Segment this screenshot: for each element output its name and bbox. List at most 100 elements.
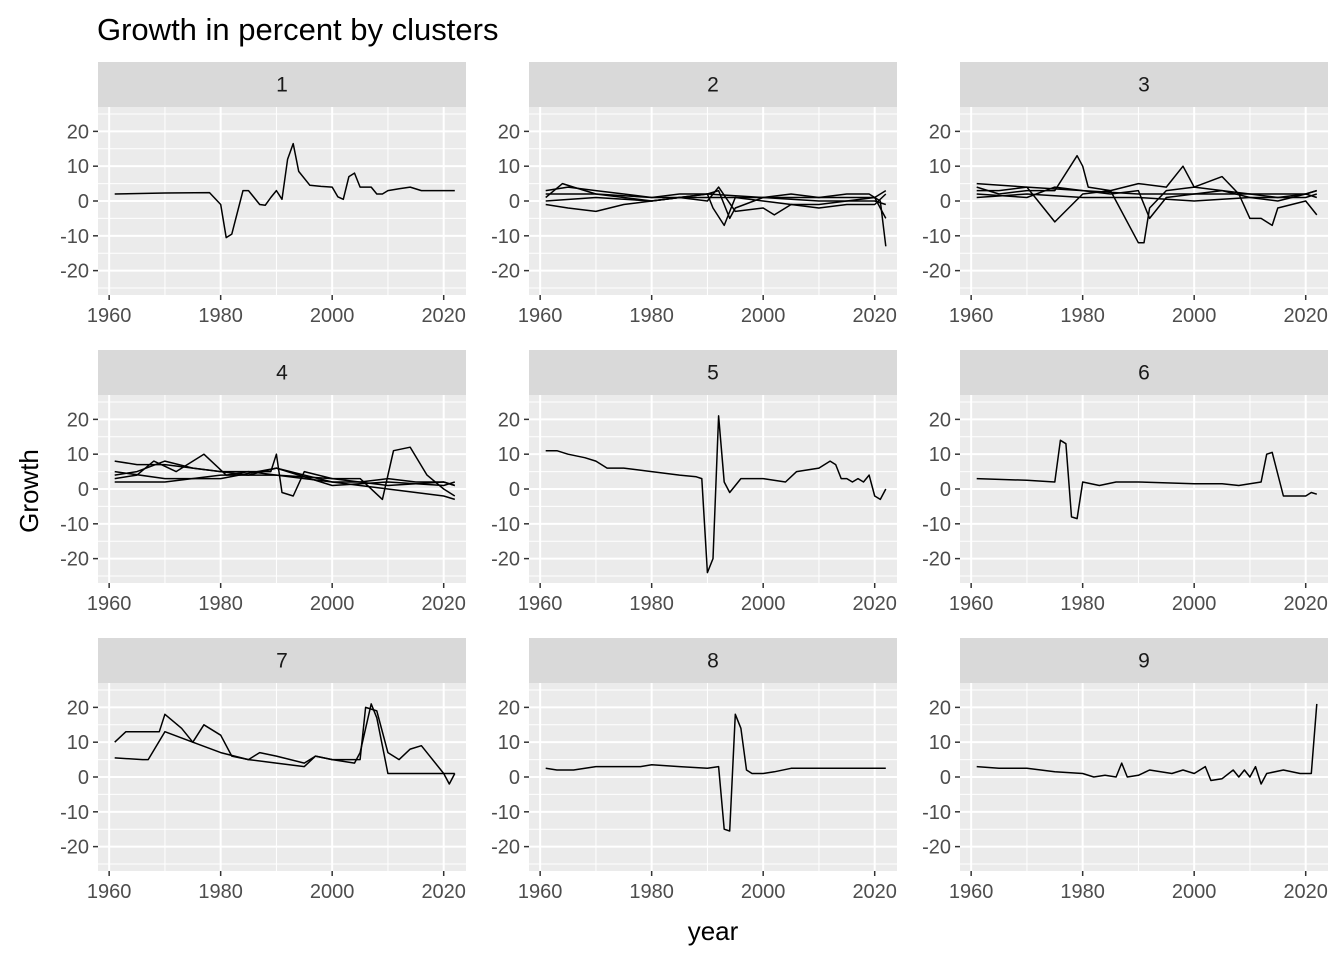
y-tick-label: 20 [67,409,89,431]
y-tick-label: 20 [929,121,951,143]
y-tick-label: -10 [922,802,951,824]
facet-strip-label: 4 [276,362,288,385]
facet-panel-7: 7 -20 -10 0 10 20 1960 1980 2000 2020 [60,638,466,903]
x-tick-label: 2000 [741,881,786,903]
series-line [114,142,455,239]
x-tick-label: 1980 [1060,881,1105,903]
x-tick-label: 2000 [1172,881,1217,903]
x-tick-label: 2020 [1283,881,1328,903]
x-tick-label: 2020 [421,593,466,615]
x-tick-label: 2020 [1283,593,1328,615]
x-tick-label: 1960 [518,881,563,903]
y-tick-label: -10 [922,226,951,248]
y-tick-label: 0 [940,479,951,501]
facet-strip-label: 5 [707,362,719,385]
x-tick-label: 1980 [198,305,243,327]
series-line [545,189,887,202]
series-line [545,193,887,206]
series-line [976,703,1318,785]
y-tick-label: 10 [67,732,89,754]
y-tick-label: -10 [491,226,520,248]
facet-strip-label: 6 [1138,362,1150,385]
series-line [976,182,1318,195]
x-tick-label: 2020 [421,881,466,903]
series-line [545,415,887,574]
y-tick-label: 10 [929,732,951,754]
facet-panel-6: 6 -20 -10 0 10 20 1960 1980 2000 2020 [922,350,1328,615]
x-tick-label: 2000 [310,593,355,615]
x-tick-label: 2020 [852,881,897,903]
y-tick-label: 20 [67,121,89,143]
series-line [114,460,456,501]
series-line [114,446,456,501]
series-line [545,713,886,832]
series-line [114,460,456,487]
y-tick-label: 20 [929,409,951,431]
y-tick-label: -20 [60,549,89,571]
series-line [114,703,455,775]
x-tick-label: 1960 [87,881,132,903]
y-tick-label: -20 [60,837,89,859]
x-tick-label: 1980 [1060,593,1105,615]
x-tick-label: 2000 [310,305,355,327]
facet-strip-label: 8 [707,650,719,673]
x-tick-label: 1980 [629,881,674,903]
facet-strip [98,62,466,107]
y-tick-label: 20 [498,121,520,143]
y-tick-label: 0 [78,767,89,789]
facet-strip-label: 1 [276,74,288,97]
series-line [545,186,887,247]
y-tick-label: -10 [922,514,951,536]
x-tick-label: 2000 [1172,305,1217,327]
y-tick-label: 0 [509,767,520,789]
facet-panel-9: 9 -20 -10 0 10 20 1960 1980 2000 2020 [922,638,1328,903]
y-tick-label: 20 [67,697,89,719]
x-tick-label: 2020 [1283,305,1328,327]
y-tick-label: -10 [60,514,89,536]
y-tick-label: 0 [940,191,951,213]
series-line [976,193,1318,202]
x-tick-label: 2020 [852,305,897,327]
y-tick-label: -20 [922,549,951,571]
x-tick-label: 1980 [1060,305,1105,327]
y-tick-label: 0 [509,191,520,213]
facet-panel-3: 3 -20 -10 0 10 20 1960 1980 2000 2020 [922,62,1328,327]
facet-strip [529,62,897,107]
x-tick-label: 2000 [741,593,786,615]
series-line [545,186,887,216]
series-line [976,165,1318,227]
y-tick-label: -10 [491,514,520,536]
x-tick-label: 2000 [310,881,355,903]
facet-strip [529,638,897,683]
facet-panel-8: 8 -20 -10 0 10 20 1960 1980 2000 2020 [491,638,897,903]
y-tick-label: -10 [60,226,89,248]
facet-strip [529,350,897,395]
facet-panel-2: 2 -20 -10 0 10 20 1960 1980 2000 2020 [491,62,897,327]
y-tick-label: 10 [929,156,951,178]
y-tick-label: 20 [498,697,520,719]
facet-panel-1: 1 -20 -10 0 10 20 1960 1980 2000 2020 [60,62,466,327]
facet-panel-5: 5 -20 -10 0 10 20 1960 1980 2000 2020 [491,350,897,615]
x-tick-label: 1960 [949,305,994,327]
y-tick-label: 0 [78,191,89,213]
x-tick-label: 1960 [87,305,132,327]
x-tick-label: 1960 [518,305,563,327]
y-tick-label: 10 [929,444,951,466]
y-tick-label: 0 [940,767,951,789]
y-tick-label: -20 [491,549,520,571]
x-tick-label: 2020 [852,593,897,615]
facet-strip [98,638,466,683]
x-tick-label: 2000 [741,305,786,327]
chart-title: Growth in percent by clusters [97,12,498,47]
series-line [976,186,1318,220]
x-tick-label: 1980 [629,593,674,615]
y-tick-label: 20 [498,409,520,431]
y-tick-label: 10 [498,732,520,754]
series-line [976,439,1318,520]
y-tick-label: -10 [60,802,89,824]
y-tick-label: 20 [929,697,951,719]
y-tick-label: 10 [67,444,89,466]
